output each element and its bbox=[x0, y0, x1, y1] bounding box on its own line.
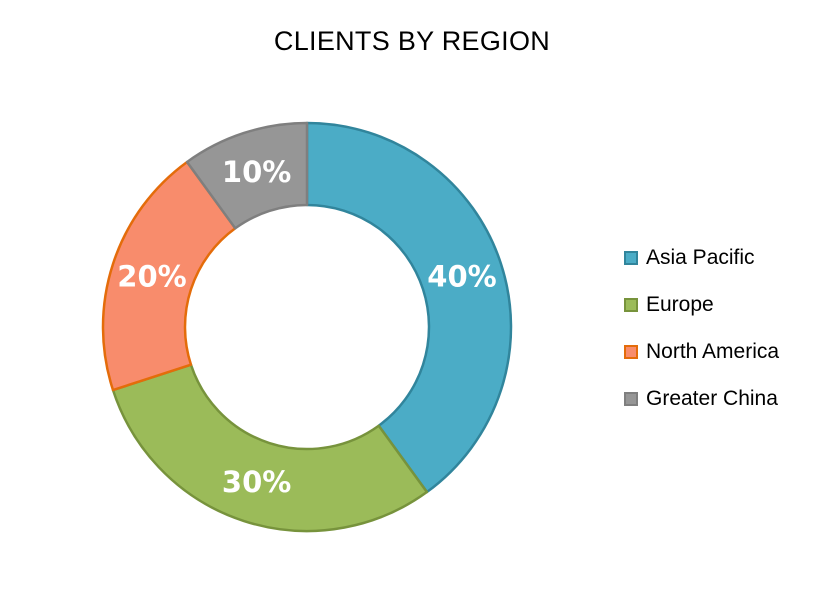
legend-item-north-america: North America bbox=[624, 340, 779, 364]
donut-slice-north-america bbox=[101, 160, 237, 392]
legend-item-asia-pacific: Asia Pacific bbox=[624, 246, 779, 270]
legend-swatch-greater-china bbox=[624, 392, 638, 406]
data-label-asia-pacific: 40% bbox=[427, 260, 496, 294]
legend-swatch-north-america bbox=[624, 345, 638, 359]
legend-swatch-europe bbox=[624, 298, 638, 312]
legend-item-europe: Europe bbox=[624, 293, 779, 317]
legend-label-asia-pacific: Asia Pacific bbox=[646, 246, 755, 269]
chart-title: CLIENTS BY REGION bbox=[273, 26, 551, 56]
legend: Asia Pacific Europe North America Greater C… bbox=[624, 246, 779, 434]
data-label-europe: 30% bbox=[222, 465, 291, 499]
donut-slice-asia-pacific bbox=[305, 121, 513, 494]
donut-slices bbox=[101, 121, 513, 533]
donut-slice-europe bbox=[111, 363, 429, 533]
donut-slice-greater-china bbox=[185, 121, 309, 230]
legend-swatch-asia-pacific bbox=[624, 251, 638, 265]
legend-label-europe: Europe bbox=[646, 293, 714, 316]
donut-data-labels: 40% 30% 20% 10% bbox=[117, 155, 496, 499]
data-label-north-america: 20% bbox=[117, 260, 186, 294]
legend-label-north-america: North America bbox=[646, 340, 780, 363]
data-label-greater-china: 10% bbox=[222, 155, 291, 189]
legend-item-greater-china: Greater China bbox=[624, 387, 779, 411]
legend-label-greater-china: Greater China bbox=[646, 387, 778, 410]
